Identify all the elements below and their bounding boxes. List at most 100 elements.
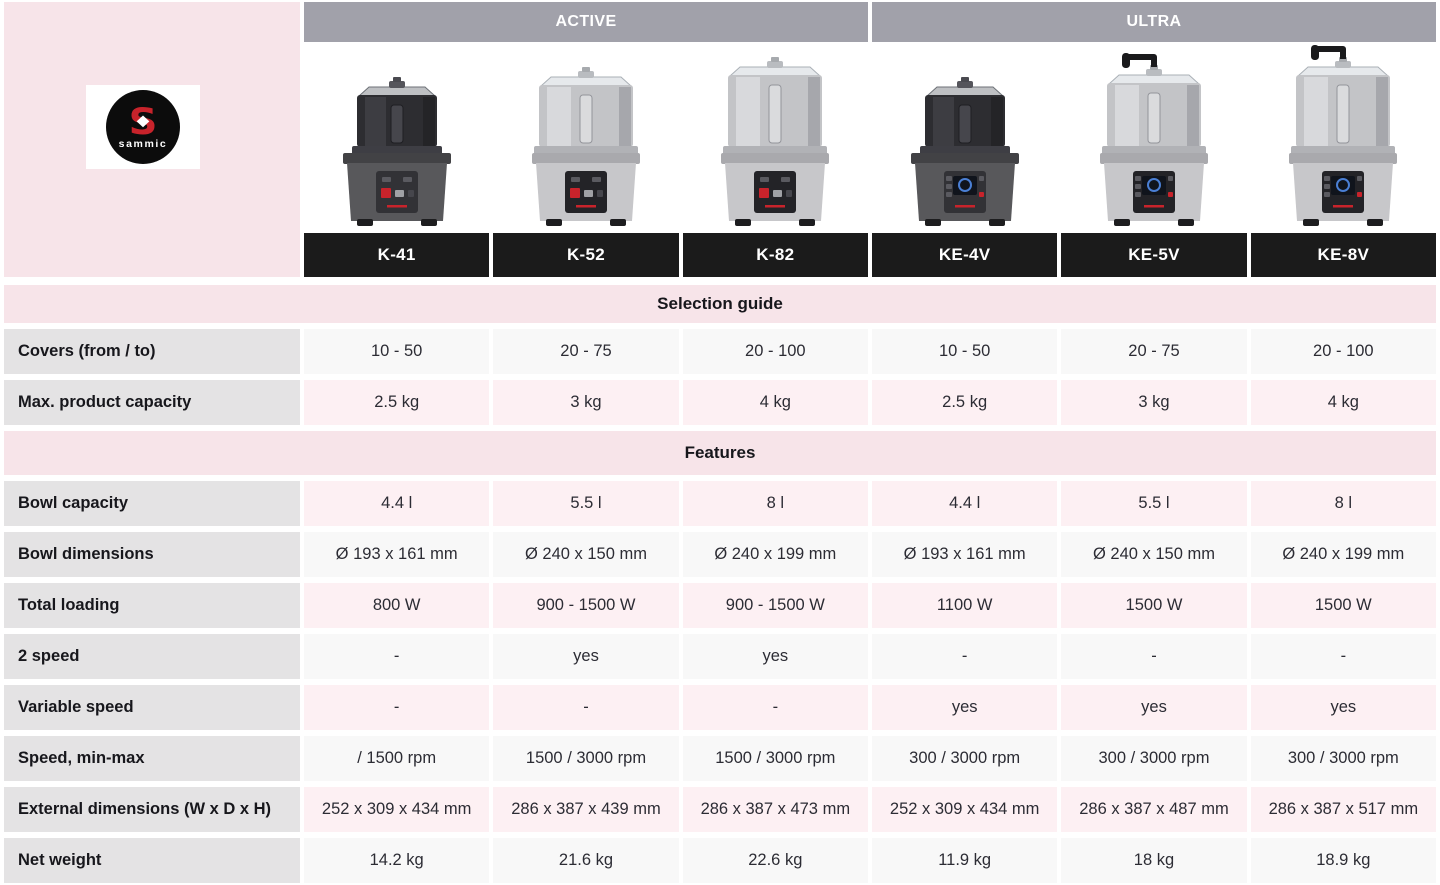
cell-k-82: 1500 / 3000 rpm [682, 736, 868, 781]
cell-k-52: 1500 / 3000 rpm [493, 736, 679, 781]
cell-ke-4v: Ø 193 x 161 mm [871, 532, 1058, 577]
product-image-k-82 [682, 42, 868, 233]
cell-k-52: 286 x 387 x 439 mm [493, 787, 679, 832]
cell-ke-8v: 286 x 387 x 517 mm [1250, 787, 1436, 832]
cell-k-41: 800 W [304, 583, 490, 628]
cell-ke-4v: 10 - 50 [871, 329, 1058, 374]
spec-row-bowl-dimensions: Bowl dimensions Ø 193 x 161 mm Ø 240 x 150… [4, 532, 1436, 577]
cell-ke-4v: - [871, 634, 1058, 679]
cell-k-82: - [682, 685, 868, 730]
cell-k-41: - [304, 634, 490, 679]
cell-ke-8v: 4 kg [1250, 380, 1436, 425]
cell-k-41: - [304, 685, 490, 730]
cell-ke-8v: - [1250, 634, 1436, 679]
cell-ke-5v: Ø 240 x 150 mm [1061, 532, 1247, 577]
section-title: Features [4, 431, 1436, 475]
brand-panel: S sammic [4, 2, 300, 277]
cell-k-52: 900 - 1500 W [493, 583, 679, 628]
row-label: Speed, min-max [4, 736, 300, 781]
cell-ke-5v: - [1061, 634, 1247, 679]
product-image-k-52 [493, 42, 679, 233]
sammic-logo-circle: S sammic [106, 90, 180, 164]
spec-row-net-weight: Net weight 14.2 kg 21.6 kg 22.6 kg 11.9 kg 18… [4, 838, 1436, 883]
cell-ke-5v: 3 kg [1061, 380, 1247, 425]
product-image-ke-4v [871, 42, 1058, 233]
section-title: Selection guide [4, 285, 1436, 323]
model-header-k-82: K-82 [682, 233, 868, 277]
product-image-ke-8v [1250, 42, 1436, 233]
cell-k-41: 252 x 309 x 434 mm [304, 787, 490, 832]
cell-k-82: yes [682, 634, 868, 679]
cell-k-52: 21.6 kg [493, 838, 679, 883]
cell-k-41: / 1500 rpm [304, 736, 490, 781]
cell-ke-4v: 11.9 kg [871, 838, 1058, 883]
cell-k-52: - [493, 685, 679, 730]
cell-k-52: 5.5 l [493, 481, 679, 526]
cell-ke-5v: 1500 W [1061, 583, 1247, 628]
product-image-k-41 [304, 42, 490, 233]
cell-ke-4v: 1100 W [871, 583, 1058, 628]
cell-k-41: 10 - 50 [304, 329, 490, 374]
model-header-k-41: K-41 [304, 233, 490, 277]
cell-ke-8v: 8 l [1250, 481, 1436, 526]
sammic-logo: S sammic [86, 85, 200, 169]
spec-row-2-speed: 2 speed - yes yes - - - [4, 634, 1436, 679]
row-label: Net weight [4, 838, 300, 883]
cell-ke-4v: yes [871, 685, 1058, 730]
cell-k-41: Ø 193 x 161 mm [304, 532, 490, 577]
group-header-active: ACTIVE [304, 2, 868, 42]
cell-k-52: yes [493, 634, 679, 679]
cell-k-52: 20 - 75 [493, 329, 679, 374]
cell-k-41: 4.4 l [304, 481, 490, 526]
row-label: External dimensions (W x D x H) [4, 787, 300, 832]
sammic-wordmark: sammic [118, 137, 168, 150]
row-label: Total loading [4, 583, 300, 628]
cell-ke-5v: 20 - 75 [1061, 329, 1247, 374]
cell-ke-5v: 286 x 387 x 487 mm [1061, 787, 1247, 832]
cell-k-52: Ø 240 x 150 mm [493, 532, 679, 577]
cell-ke-5v: 300 / 3000 rpm [1061, 736, 1247, 781]
row-label: Max. product capacity [4, 380, 300, 425]
cell-ke-4v: 2.5 kg [871, 380, 1058, 425]
row-label: Covers (from / to) [4, 329, 300, 374]
cell-ke-4v: 252 x 309 x 434 mm [871, 787, 1058, 832]
cell-ke-5v: 5.5 l [1061, 481, 1247, 526]
sammic-s-icon: S [129, 103, 158, 140]
spec-row-total-loading: Total loading 800 W 900 - 1500 W 900 - 1500… [4, 583, 1436, 628]
spec-row-covers-from-to-: Covers (from / to) 10 - 50 20 - 75 20 - 100… [4, 329, 1436, 374]
cell-ke-8v: 18.9 kg [1250, 838, 1436, 883]
cell-k-82: 4 kg [682, 380, 868, 425]
cell-k-82: 22.6 kg [682, 838, 868, 883]
row-label: Variable speed [4, 685, 300, 730]
cell-k-82: 900 - 1500 W [682, 583, 868, 628]
cell-ke-4v: 300 / 3000 rpm [871, 736, 1058, 781]
model-header-k-52: K-52 [493, 233, 679, 277]
section-selection-guide: Selection guide Covers (from / to) 10 - 50… [4, 285, 1436, 425]
row-label: Bowl dimensions [4, 532, 300, 577]
cell-ke-5v: yes [1061, 685, 1247, 730]
cell-k-82: 20 - 100 [682, 329, 868, 374]
cell-k-52: 3 kg [493, 380, 679, 425]
cell-k-82: 8 l [682, 481, 868, 526]
cell-k-41: 2.5 kg [304, 380, 490, 425]
cell-k-82: Ø 240 x 199 mm [682, 532, 868, 577]
cell-ke-8v: 1500 W [1250, 583, 1436, 628]
cell-ke-4v: 4.4 l [871, 481, 1058, 526]
model-header-ke-4v: KE-4V [871, 233, 1058, 277]
spec-row-variable-speed: Variable speed - - - yes yes yes [4, 685, 1436, 730]
row-label: Bowl capacity [4, 481, 300, 526]
table-body: Selection guide Covers (from / to) 10 - 50… [4, 285, 1436, 883]
cell-ke-8v: 300 / 3000 rpm [1250, 736, 1436, 781]
group-header-ultra: ULTRA [871, 2, 1436, 42]
cell-ke-8v: Ø 240 x 199 mm [1250, 532, 1436, 577]
row-label: 2 speed [4, 634, 300, 679]
cell-k-82: 286 x 387 x 473 mm [682, 787, 868, 832]
product-image-ke-5v [1061, 42, 1247, 233]
spec-row-external-dimensions-w-x-d-x-h-: External dimensions (W x D x H) 252 x 309… [4, 787, 1436, 832]
cell-ke-8v: yes [1250, 685, 1436, 730]
spec-row-speed-min-max: Speed, min-max/ 1500 rpm 1500 / 3000 rpm 1… [4, 736, 1436, 781]
model-header-ke-8v: KE-8V [1250, 233, 1436, 277]
